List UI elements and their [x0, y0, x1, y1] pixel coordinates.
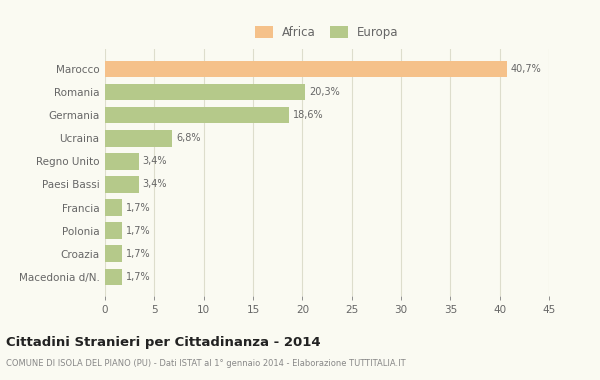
Text: 1,7%: 1,7%	[126, 249, 151, 259]
Bar	[105, 245, 122, 262]
Text: 1,7%: 1,7%	[126, 226, 151, 236]
Text: 40,7%: 40,7%	[511, 64, 541, 74]
Bar	[105, 84, 305, 100]
Bar	[105, 222, 122, 239]
Bar	[105, 269, 122, 285]
Bar	[105, 130, 172, 147]
Bar	[105, 176, 139, 193]
Text: 1,7%: 1,7%	[126, 203, 151, 212]
Text: Cittadini Stranieri per Cittadinanza - 2014: Cittadini Stranieri per Cittadinanza - 2…	[6, 336, 320, 349]
Bar	[105, 107, 289, 124]
Bar	[105, 61, 506, 77]
Text: 3,4%: 3,4%	[142, 179, 167, 190]
Text: 18,6%: 18,6%	[292, 110, 323, 120]
Text: 20,3%: 20,3%	[309, 87, 340, 97]
Bar	[105, 153, 139, 169]
Text: 3,4%: 3,4%	[142, 156, 167, 166]
Text: 1,7%: 1,7%	[126, 272, 151, 282]
Text: 6,8%: 6,8%	[176, 133, 200, 143]
Legend: Africa, Europa: Africa, Europa	[253, 23, 401, 41]
Text: COMUNE DI ISOLA DEL PIANO (PU) - Dati ISTAT al 1° gennaio 2014 - Elaborazione TU: COMUNE DI ISOLA DEL PIANO (PU) - Dati IS…	[6, 359, 406, 368]
Bar	[105, 199, 122, 216]
